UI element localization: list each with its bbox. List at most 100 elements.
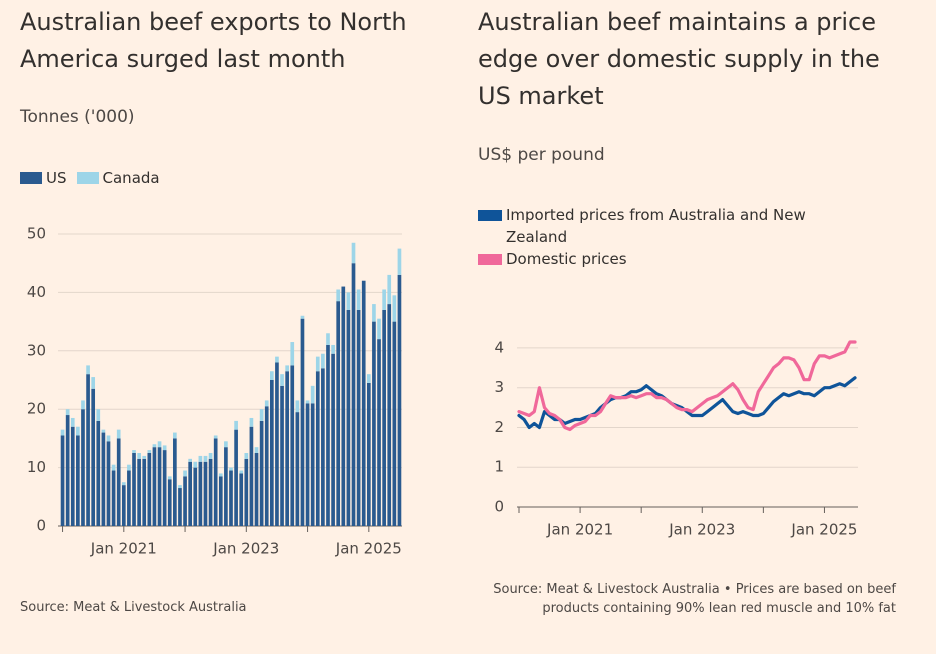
bar-segment: [157, 447, 162, 526]
legend-item: US: [20, 167, 67, 189]
bar-segment: [76, 435, 80, 526]
bar-segment: [111, 470, 116, 526]
bar-segment: [239, 473, 244, 526]
bar-segment: [254, 453, 259, 526]
y-tick-label: 50: [27, 225, 46, 243]
bar-segment: [300, 315, 305, 319]
bar-segment: [387, 274, 392, 305]
bar-segment: [264, 406, 269, 526]
bar-segment: [356, 309, 361, 526]
bar-segment: [275, 356, 279, 363]
bar-segment: [269, 371, 274, 380]
x-tick-label: Jan 2025: [790, 521, 857, 539]
y-tick-label: 0: [36, 517, 46, 535]
bar-segment: [259, 420, 264, 526]
bar-segment: [121, 485, 126, 526]
bar-segment: [147, 453, 152, 526]
bar-segment: [70, 426, 75, 526]
bar-segment: [336, 289, 341, 302]
bar-segment: [331, 353, 335, 526]
bar-segment: [259, 409, 264, 421]
bar-segment: [392, 321, 397, 526]
bar-segment: [142, 455, 147, 459]
bar-segment: [229, 467, 233, 471]
bar-segment: [213, 435, 218, 439]
chart-subtitle: US$ per pound: [478, 145, 605, 165]
bar-segment: [234, 429, 238, 526]
bar-segment: [275, 362, 279, 526]
bar-segment: [121, 482, 126, 486]
legend-item: Canada: [76, 167, 160, 189]
bar-segment: [111, 464, 116, 471]
bar-segment: [152, 444, 157, 448]
bar-segment: [397, 274, 402, 526]
bar-segment: [162, 450, 167, 526]
bar-segment: [229, 470, 233, 526]
legend-swatch: [20, 172, 42, 184]
bar-segment: [127, 464, 131, 471]
bar-segment: [249, 426, 254, 526]
bar-segment: [183, 470, 187, 477]
bar-segment: [305, 400, 310, 404]
bar-segment: [198, 455, 203, 462]
bar-segment: [280, 374, 284, 386]
bar-segment: [300, 318, 305, 526]
bar-segment: [244, 453, 249, 459]
source: Source: Meat & Livestock Australia • Pri…: [493, 582, 896, 616]
bar-segment: [76, 426, 80, 436]
bar-segment: [392, 295, 397, 322]
bar-segment: [173, 432, 177, 439]
bar-segment: [290, 342, 295, 366]
legend: US Canada: [20, 167, 160, 189]
bar-segment: [142, 458, 147, 526]
bar-segment: [351, 242, 356, 264]
bar-segment: [310, 403, 315, 526]
x-tick-label: Jan 2023: [212, 540, 279, 558]
bar-segment: [372, 321, 376, 526]
bar-segment: [382, 289, 386, 310]
x-tick-label: Jan 2021: [546, 521, 613, 539]
bar-segment: [224, 441, 228, 448]
bar-segment: [280, 385, 284, 526]
bar-segment: [326, 333, 330, 345]
legend-label: Canada: [102, 169, 160, 187]
source: Source: Meat & Livestock Australia: [20, 600, 247, 615]
line-series: [517, 376, 857, 430]
bar-segment: [387, 304, 392, 526]
bar-segment: [356, 289, 361, 310]
bar-segment: [137, 458, 141, 526]
bar-segment: [331, 344, 335, 354]
bar-segment: [285, 365, 289, 372]
x-tick-label: Jan 2023: [668, 521, 735, 539]
bar-segment: [183, 476, 187, 526]
line-series: [517, 340, 857, 432]
chart-title: Australian beef exports to North America…: [20, 8, 407, 73]
bar-segment: [224, 447, 228, 526]
bar-segment: [290, 365, 295, 526]
bar-segment: [188, 458, 193, 462]
chart-title: Australian beef maintains a price edge o…: [478, 8, 880, 110]
bar-segment: [178, 488, 182, 526]
bar-segment: [239, 470, 244, 474]
bar-segment: [116, 429, 121, 439]
bar-segment: [96, 420, 101, 526]
y-tick-label: 30: [27, 341, 46, 359]
x-tick-label: Jan 2025: [335, 540, 402, 558]
bar-segment: [377, 318, 381, 340]
bar-segment: [295, 400, 300, 413]
chart-subtitle: Tonnes ('000): [20, 107, 135, 127]
bar-segment: [60, 429, 65, 436]
bar-segment: [81, 409, 85, 526]
y-tick-label: 4: [494, 338, 504, 356]
bar-segment: [157, 441, 162, 448]
bar-segment: [70, 417, 75, 427]
y-tick-label: 20: [27, 400, 46, 418]
bar-segment: [147, 450, 152, 453]
bar-segment: [208, 458, 213, 526]
legend-swatch: [478, 254, 502, 265]
bar-segment: [116, 438, 121, 526]
bar-segment: [351, 263, 356, 526]
bar-segment: [346, 309, 351, 526]
